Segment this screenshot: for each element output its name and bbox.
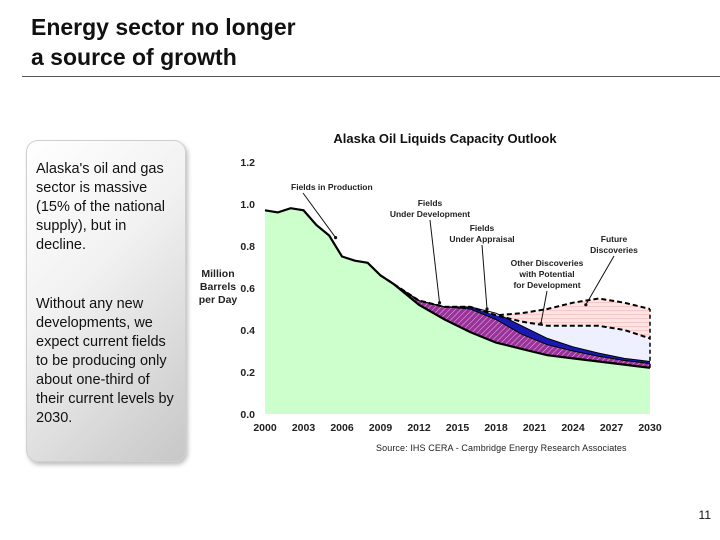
annotation-label: Fields in Production bbox=[291, 182, 373, 192]
annotation-label: for Development bbox=[513, 280, 580, 290]
y-axis-label-line: Barrels bbox=[200, 281, 236, 293]
annotation-label: Fields bbox=[470, 223, 495, 233]
callout-box: Alaska's oil and gas sector is massive (… bbox=[26, 140, 186, 462]
y-axis-label-line: Million bbox=[201, 268, 234, 280]
x-tick-label: 2015 bbox=[446, 422, 470, 434]
x-tick-label: 2018 bbox=[484, 422, 508, 434]
annotation-leader-line bbox=[585, 255, 615, 306]
annotation-leader-point bbox=[333, 236, 338, 240]
annotation-label: Fields bbox=[418, 198, 443, 208]
line-future-discoveries bbox=[379, 274, 651, 317]
annotation-leader-point bbox=[485, 307, 489, 311]
annotation-leader-point bbox=[539, 322, 543, 326]
annotation-leader-line bbox=[540, 290, 548, 324]
annotation-label: Under Appraisal bbox=[449, 234, 514, 244]
annotation-label: Under Development bbox=[390, 209, 470, 219]
annotation-leader-line bbox=[429, 219, 441, 303]
x-tick-label: 2024 bbox=[561, 422, 585, 434]
annotation-label: Discoveries bbox=[590, 245, 638, 255]
page-number: 11 bbox=[698, 508, 711, 522]
areas-layer bbox=[265, 208, 650, 414]
chart-title: Alaska Oil Liquids Capacity Outlook bbox=[333, 131, 557, 146]
annotation-leader-line bbox=[302, 192, 336, 238]
annotation-leader-line bbox=[481, 244, 488, 310]
x-tick-label: 2009 bbox=[369, 422, 393, 434]
area-other-discoveries bbox=[380, 275, 650, 362]
title-divider bbox=[22, 76, 720, 77]
callout-paragraph-2: Without any new developments, we expect … bbox=[36, 296, 174, 426]
x-tick-label: 2030 bbox=[638, 422, 662, 434]
annotation-leader-point bbox=[584, 303, 588, 307]
slide-title-line-1: Energy sector no longer bbox=[31, 14, 296, 40]
y-tick-label: 0.0 bbox=[240, 409, 255, 421]
area-fields-in-production bbox=[265, 208, 650, 414]
annotation-label: Future bbox=[601, 234, 628, 244]
x-tick-label: 2003 bbox=[292, 422, 316, 434]
y-tick-label: 0.8 bbox=[240, 241, 255, 253]
slide-title: Energy sector no longer a source of grow… bbox=[31, 12, 451, 72]
area-future-discoveries bbox=[380, 275, 650, 339]
x-tick-label: 2000 bbox=[253, 422, 277, 434]
y-tick-label: 0.6 bbox=[240, 283, 255, 295]
x-tick-label: 2021 bbox=[523, 422, 547, 434]
callout-paragraph-1: Alaska's oil and gas sector is massive (… bbox=[36, 161, 165, 253]
annotation-label: with Potential bbox=[518, 269, 574, 279]
capacity-outlook-chart: 0.0 0.2 0.4 0.6 0.8 1.0 1.2 2000 2003 2006 2009 201… bbox=[199, 131, 662, 434]
annotation-label: Other Discoveries bbox=[511, 258, 584, 268]
x-tick-label: 2027 bbox=[600, 422, 624, 434]
axes-layer: 0.0 0.2 0.4 0.6 0.8 1.0 1.2 2000 2003 2006 2009 201… bbox=[240, 157, 661, 434]
lines-layer bbox=[264, 207, 651, 369]
annotation-leader-point bbox=[437, 301, 442, 305]
y-tick-label: 1.2 bbox=[240, 157, 255, 169]
x-tick-label: 2012 bbox=[407, 422, 431, 434]
x-tick-label: 2006 bbox=[330, 422, 354, 434]
slide-title-line-2: a source of growth bbox=[31, 44, 237, 70]
source-note: Source: IHS CERA - Cambridge Energy Rese… bbox=[376, 443, 627, 453]
y-tick-label: 1.0 bbox=[240, 199, 255, 211]
y-tick-label: 0.2 bbox=[240, 367, 255, 379]
y-axis-label-line: per Day bbox=[199, 294, 238, 306]
y-tick-label: 0.4 bbox=[240, 325, 255, 337]
